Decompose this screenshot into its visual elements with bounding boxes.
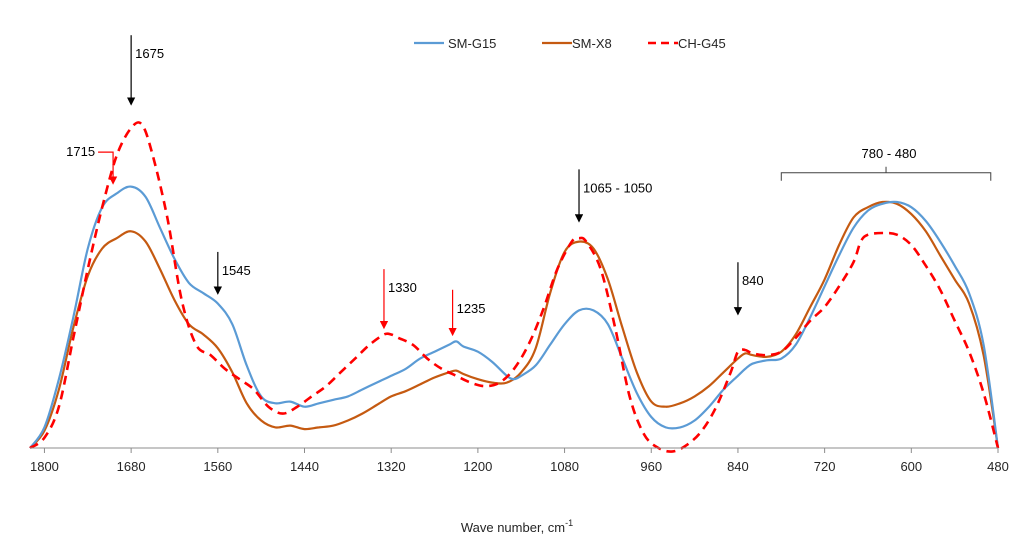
x-tick-label: 1200 <box>463 459 492 474</box>
x-axis: 1800 1680 1560 1440 1320 1200 1080 960 840 720 600… <box>30 447 1009 474</box>
series-layer <box>29 121 1000 453</box>
legend-label-sm-g15: SM-G15 <box>448 36 496 51</box>
x-tick-label: 600 <box>900 459 922 474</box>
x-tick-label: 720 <box>814 459 836 474</box>
x-tick-label: 1560 <box>203 459 232 474</box>
x-tick-label: 1080 <box>550 459 579 474</box>
x-tick-label: 1440 <box>290 459 319 474</box>
chart-legend: SM-G15 SM-X8 CH-G45 <box>414 36 726 51</box>
series-line-sm-g15 <box>29 185 1000 449</box>
x-tick-label: 1680 <box>117 459 146 474</box>
x-axis-title-superscript: -1 <box>565 518 573 528</box>
legend-label-sm-x8: SM-X8 <box>572 36 612 51</box>
x-tick-label: 840 <box>727 459 749 474</box>
annotation-arrow-1715 <box>98 151 118 185</box>
x-axis-title: Wave number, cm-1 <box>461 518 573 535</box>
legend-label-ch-g45: CH-G45 <box>678 36 726 51</box>
annotation-label-840: 840 <box>742 273 764 288</box>
annotation-bracket-780-480 <box>780 166 992 181</box>
series-line-sm-x8 <box>29 200 1000 449</box>
annotation-label-1065-1050: 1065 - 1050 <box>583 180 652 195</box>
annotation-label-1545: 1545 <box>222 263 251 278</box>
annotation-layer: 1675 1715 1545 1330 1235 1065 - 1050 840 780 - … <box>66 35 992 337</box>
x-tick-label: 960 <box>640 459 662 474</box>
annotation-label-1235: 1235 <box>457 301 486 316</box>
annotation-label-1675: 1675 <box>135 46 164 61</box>
x-tick-label: 1320 <box>377 459 406 474</box>
x-tick-label: 1800 <box>30 459 59 474</box>
annotation-label-780-480: 780 - 480 <box>862 146 917 161</box>
annotation-label-1330: 1330 <box>388 280 417 295</box>
series-line-ch-g45 <box>29 121 1000 453</box>
x-tick-label: 480 <box>987 459 1009 474</box>
annotation-label-1715: 1715 <box>66 144 95 159</box>
